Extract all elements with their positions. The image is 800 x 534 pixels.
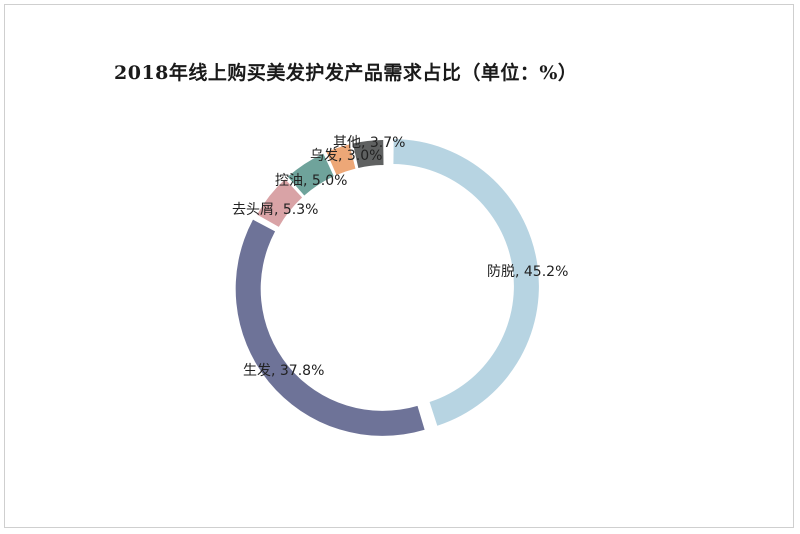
data-label-乌发: 乌发, 3.0%: [310, 148, 382, 164]
slice-去头屑: [257, 179, 303, 227]
chart-frame: [4, 4, 794, 528]
slice-控油: [287, 153, 334, 196]
data-label-控油: 控油, 5.0%: [275, 173, 347, 189]
data-label-去头屑: 去头屑, 5.3%: [232, 202, 318, 218]
slice-生发: [235, 219, 425, 436]
chart-title: 2018年线上购买美发护发产品需求占比（单位：%）: [114, 62, 578, 84]
data-label-生发: 生发, 37.8%: [243, 363, 324, 379]
slice-乌发: [326, 144, 356, 176]
slice-其他: [352, 140, 384, 168]
data-label-其他: 其他, 3.7%: [333, 135, 405, 151]
data-label-防脱: 防脱, 45.2%: [487, 264, 568, 280]
slice-防脱: [393, 138, 539, 426]
